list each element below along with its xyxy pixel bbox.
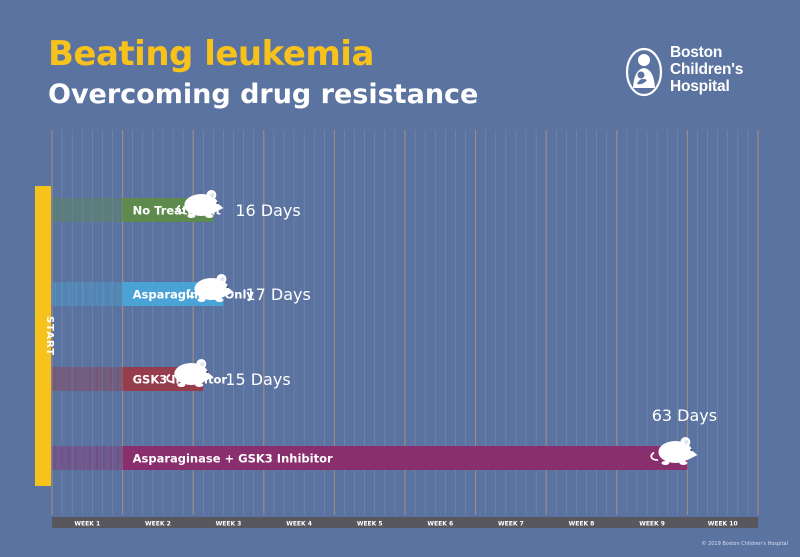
week-tick-label: WEEK 7 [498, 521, 524, 528]
value-label: 16 Days [235, 201, 300, 220]
start-label: START [44, 316, 55, 356]
week-tick-label: WEEK 9 [639, 521, 665, 528]
week-tick-label: WEEK 6 [427, 521, 453, 528]
logo-line: Hospital [670, 78, 730, 95]
hospital-logo: Boston Children's Hospital [624, 44, 774, 100]
bar [122, 446, 688, 470]
week-tick-label: WEEK 10 [708, 521, 738, 528]
bar-fade-segment [52, 367, 123, 391]
week-tick-label: WEEK 2 [145, 521, 171, 528]
bar-label: Asparaginase + GSK3 Inhibitor [133, 452, 333, 466]
week-tick-label: WEEK 4 [286, 521, 312, 528]
value-label: 63 Days [652, 406, 717, 425]
page-subtitle: Overcoming drug resistance [48, 79, 479, 110]
week-axis [52, 517, 758, 528]
mouse-icon [650, 437, 698, 465]
bar-fade-segment [52, 282, 123, 306]
logo-line: Boston [670, 44, 723, 61]
logo-line: Children's [670, 61, 744, 78]
mouse-icon [166, 359, 214, 387]
hospital-seal-icon [625, 47, 663, 97]
week-tick-label: WEEK 1 [74, 521, 100, 528]
page-title: Beating leukemia [48, 34, 374, 74]
start-bar [35, 186, 51, 486]
copyright-notice: © 2019 Boston Children's Hospital [701, 541, 788, 547]
value-label: 17 Days [245, 285, 310, 304]
value-label: 15 Days [225, 370, 290, 389]
week-tick-label: WEEK 5 [357, 521, 383, 528]
week-tick-label: WEEK 8 [569, 521, 595, 528]
week-tick-label: WEEK 3 [216, 521, 242, 528]
bar-fade-segment [52, 446, 123, 470]
mouse-icon [176, 190, 224, 218]
mouse-icon [186, 274, 234, 302]
hospital-name: Boston Children's Hospital [670, 44, 743, 95]
bar-fade-segment [52, 198, 123, 222]
bar-label: Asparaginase Only [133, 288, 255, 302]
